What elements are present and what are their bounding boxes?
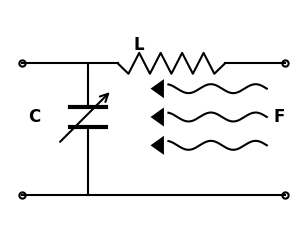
Text: L: L bbox=[133, 36, 144, 55]
Text: F: F bbox=[273, 108, 284, 126]
Polygon shape bbox=[150, 79, 164, 98]
Text: C: C bbox=[28, 108, 40, 126]
Polygon shape bbox=[150, 107, 164, 127]
Polygon shape bbox=[150, 136, 164, 155]
